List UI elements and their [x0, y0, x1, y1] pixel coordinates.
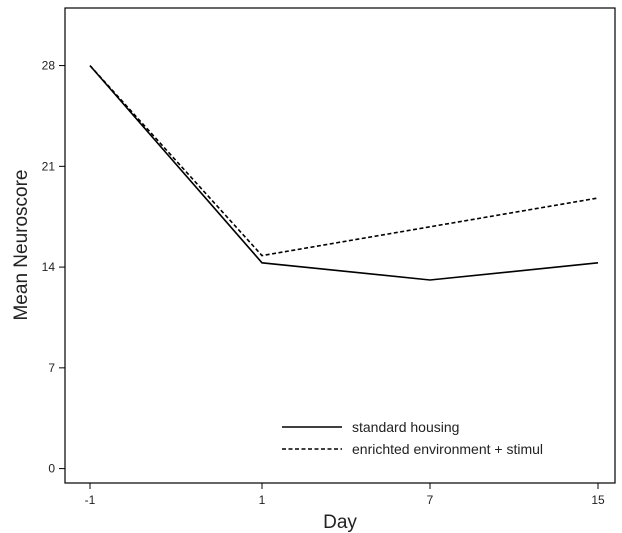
x-axis-title: Day — [323, 512, 357, 533]
y-axis-title: Mean Neuroscore — [11, 169, 32, 320]
x-tick-label: 7 — [427, 493, 434, 507]
x-tick-label: 1 — [259, 493, 266, 507]
y-tick-label: 28 — [42, 59, 56, 73]
series-line-standard-housing — [89, 65, 599, 281]
x-tick-label: -1 — [85, 493, 96, 507]
y-tick-label: 14 — [42, 260, 56, 274]
legend-label-standard-housing: standard housing — [352, 419, 459, 435]
series-line-enriched-environment — [89, 65, 599, 257]
y-tick-label: 21 — [42, 159, 56, 173]
plot-frame — [64, 7, 616, 484]
x-tick-label: 15 — [591, 493, 605, 507]
y-axis-ticks: 0 7 14 21 28 — [42, 59, 65, 476]
y-tick-label: 0 — [48, 462, 55, 476]
legend: standard housing enrichted environment +… — [282, 419, 543, 457]
y-tick-label: 7 — [48, 361, 55, 375]
legend-label-enriched-environment: enrichted environment + stimul — [352, 441, 543, 457]
x-axis-ticks: -1 1 7 15 — [85, 483, 605, 507]
series-lines — [89, 65, 599, 281]
